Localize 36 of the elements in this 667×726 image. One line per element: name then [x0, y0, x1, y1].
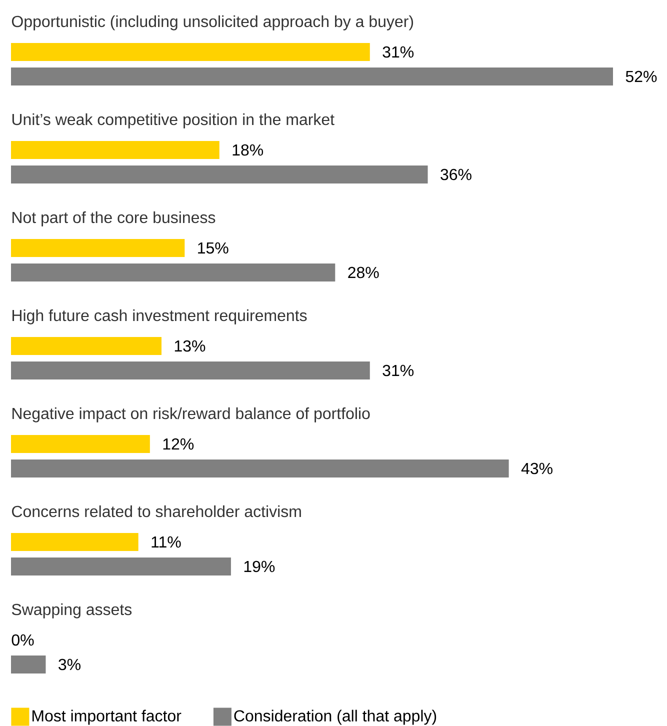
bar [11, 67, 614, 86]
data-label: 31% [382, 364, 414, 376]
data-label: 52% [626, 70, 657, 82]
data-label: 12% [163, 438, 194, 450]
y-tick-label: High future cash investment requirements [12, 309, 307, 324]
bar [11, 557, 231, 576]
data-label: 15% [198, 242, 228, 254]
bar [11, 140, 220, 159]
data-label: 31% [382, 46, 414, 58]
bar [11, 361, 370, 380]
bar [11, 42, 370, 61]
data-label: 11% [152, 536, 181, 548]
y-tick-label: Concerns related to shareholder activism [12, 505, 301, 518]
data-label: 36% [440, 168, 472, 180]
legend-label: Most important factor [32, 710, 182, 725]
bar [11, 263, 336, 282]
data-label: 18% [232, 144, 264, 156]
data-label: 0% [12, 634, 34, 646]
y-tick-label: Unit’s weak competitive position in the market [12, 113, 334, 128]
legend-label: Consideration (all that apply) [234, 710, 436, 725]
bar [11, 238, 185, 257]
y-tick-label: Opportunistic (including unsolicited approach by a buyer) [12, 15, 414, 30]
y-tick-label: Not part of the core business [12, 211, 216, 226]
data-label: 19% [244, 560, 275, 572]
bar [11, 655, 46, 674]
y-tick-label: Negative impact on risk/reward balance of portfolio [12, 407, 370, 422]
bar [11, 459, 509, 478]
data-label: 13% [174, 340, 206, 352]
bar [11, 532, 138, 551]
bar [11, 336, 162, 355]
data-label: 28% [348, 266, 379, 278]
data-label: 3% [58, 658, 80, 670]
bar [11, 165, 428, 184]
data-label: 43% [521, 462, 552, 474]
bar [11, 434, 150, 453]
y-tick-label: Swapping assets [12, 603, 132, 618]
